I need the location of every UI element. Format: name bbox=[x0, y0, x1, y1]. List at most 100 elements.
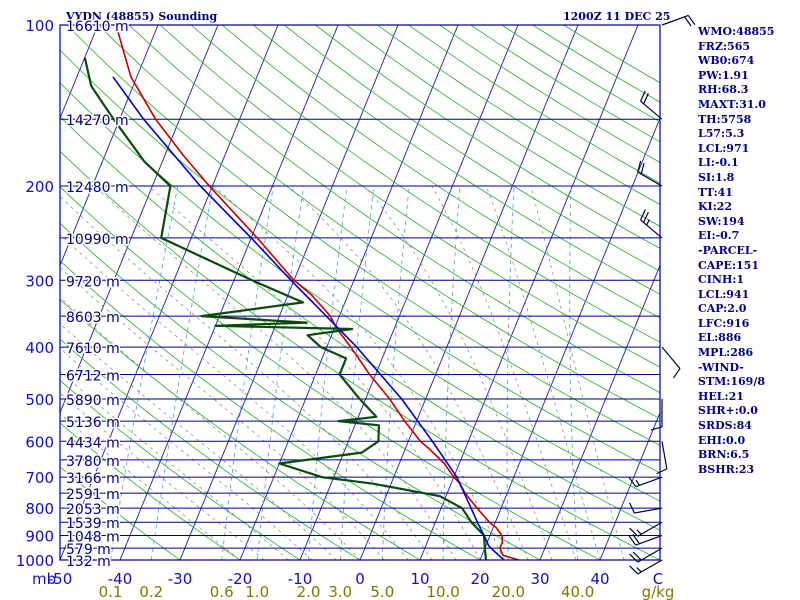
wind-barb-flag bbox=[640, 90, 646, 102]
height-label: 12480 m bbox=[66, 180, 129, 196]
dry-adiabat bbox=[159, 25, 660, 368]
isotherm bbox=[60, 25, 219, 414]
mixing-ratio-line bbox=[442, 186, 461, 560]
index-line: CAPE:151 bbox=[698, 258, 759, 272]
moist-adiabat bbox=[94, 185, 457, 560]
dry-adiabat bbox=[128, 25, 660, 394]
index-line: LCL:941 bbox=[698, 287, 750, 301]
pressure-tick-label: 400 bbox=[25, 339, 54, 357]
height-label: 1048 m bbox=[66, 530, 120, 546]
dry-adiabat bbox=[221, 25, 660, 319]
pressure-tick-label: 600 bbox=[25, 433, 54, 451]
index-line: -WIND- bbox=[698, 360, 744, 374]
pressure-tick-label: 900 bbox=[25, 528, 54, 546]
wind-barb-half-flag bbox=[636, 529, 642, 535]
index-line: TH:5758 bbox=[698, 112, 752, 126]
sounding-indices: WMO:48855 FRZ:565 WB0:674 PW:1.91 RH:68.3 MAX… bbox=[698, 25, 774, 477]
index-line: SW:194 bbox=[698, 214, 745, 228]
profile-line-3 bbox=[112, 76, 505, 560]
moist-adiabat bbox=[60, 296, 361, 560]
wind-barb-half-flag bbox=[646, 219, 650, 226]
wind-barb-flag bbox=[656, 468, 668, 475]
index-line: BSHR:23 bbox=[698, 462, 755, 476]
wind-barb bbox=[637, 160, 663, 187]
index-line: -PARCEL- bbox=[698, 243, 758, 257]
wind-barb bbox=[661, 14, 696, 27]
height-label: 132 m bbox=[66, 554, 111, 570]
height-label: 9720 m bbox=[66, 274, 120, 290]
height-label: 5890 m bbox=[66, 393, 120, 409]
temperature-tick-label: -10 bbox=[288, 570, 313, 588]
index-line: SI:1.8 bbox=[698, 170, 735, 184]
moist-adiabat bbox=[60, 266, 385, 560]
index-line: LCL:971 bbox=[698, 141, 750, 155]
wind-barb-flag bbox=[637, 160, 642, 173]
dry-adiabat bbox=[60, 298, 421, 560]
temperature-tick-label: 40 bbox=[590, 570, 609, 588]
isotherm bbox=[419, 25, 639, 560]
temperature-tick-label: 30 bbox=[530, 570, 549, 588]
index-line: MAXT:31.0 bbox=[698, 97, 766, 111]
wind-barb-flag bbox=[632, 534, 640, 545]
temperature-tick-label: -30 bbox=[168, 570, 193, 588]
moist-adiabat bbox=[288, 185, 529, 560]
index-line: PW:1.91 bbox=[698, 68, 749, 82]
index-line: L57:5.3 bbox=[698, 127, 745, 141]
dry-adiabat bbox=[60, 116, 660, 531]
isotherm bbox=[239, 25, 459, 560]
mixing-ratio-label: 2.0 bbox=[297, 583, 321, 600]
isotherm bbox=[479, 117, 660, 560]
dry-adiabat bbox=[60, 186, 601, 560]
mixing-ratio-line bbox=[256, 186, 304, 560]
index-line: MPL:286 bbox=[698, 346, 754, 360]
dry-adiabat bbox=[190, 25, 660, 343]
wind-barb-flag bbox=[629, 502, 635, 514]
wind-barb-staff bbox=[661, 14, 689, 26]
index-line: EL:886 bbox=[698, 331, 742, 345]
wind-barb-flag bbox=[629, 565, 639, 575]
mixing-ratio-line bbox=[506, 186, 515, 560]
profile-line-1 bbox=[115, 25, 520, 560]
moist-adiabat bbox=[148, 185, 481, 560]
index-line: SHR+:0.0 bbox=[698, 404, 758, 418]
height-label: 2591 m bbox=[66, 487, 120, 503]
wind-barb-staff bbox=[637, 171, 663, 187]
wind-barb-flag bbox=[684, 16, 692, 27]
isotherm bbox=[539, 264, 660, 560]
wind-barb bbox=[629, 502, 663, 514]
wind-barb-staff bbox=[635, 476, 663, 488]
mixing-ratio-label: g/kg bbox=[642, 583, 675, 600]
wind-barb-flag bbox=[629, 527, 639, 537]
height-label: 5136 m bbox=[66, 415, 120, 431]
wind-barb bbox=[628, 534, 663, 546]
wind-barb bbox=[629, 521, 663, 537]
index-line: WB0:674 bbox=[698, 54, 755, 68]
wind-barb-flag bbox=[628, 535, 637, 546]
mixing-ratio-label: 0.1 bbox=[99, 583, 123, 600]
height-label: 8603 m bbox=[66, 310, 120, 326]
height-label: 6712 m bbox=[66, 368, 120, 384]
wind-barb-flag bbox=[643, 93, 649, 105]
moist-adiabat bbox=[60, 195, 433, 560]
wind-barb-staff bbox=[640, 219, 663, 239]
index-line: LI:-0.1 bbox=[698, 156, 739, 170]
pressure-unit-label: mb bbox=[32, 570, 56, 588]
wind-barb bbox=[656, 441, 668, 475]
dry-adiabat bbox=[60, 260, 481, 560]
index-line: EI:-0.7 bbox=[698, 229, 740, 243]
wind-barb-half-flag bbox=[636, 567, 642, 573]
index-line: KI:22 bbox=[698, 200, 733, 214]
dry-adiabat bbox=[60, 150, 660, 560]
dry-adiabat bbox=[253, 25, 660, 295]
mixing-ratio-line bbox=[569, 186, 579, 560]
wind-barb bbox=[640, 90, 663, 120]
dry-adiabat bbox=[315, 25, 660, 249]
height-label: 2053 m bbox=[66, 502, 120, 518]
index-line: EHI:0.0 bbox=[698, 433, 746, 447]
wind-barb-flag bbox=[632, 551, 642, 561]
temperature-tick-label: -50 bbox=[48, 570, 73, 588]
index-line: FRZ:565 bbox=[698, 39, 751, 53]
height-label: 7610 m bbox=[66, 341, 120, 357]
wind-barb-staff bbox=[640, 100, 663, 120]
isotherm bbox=[60, 25, 159, 267]
